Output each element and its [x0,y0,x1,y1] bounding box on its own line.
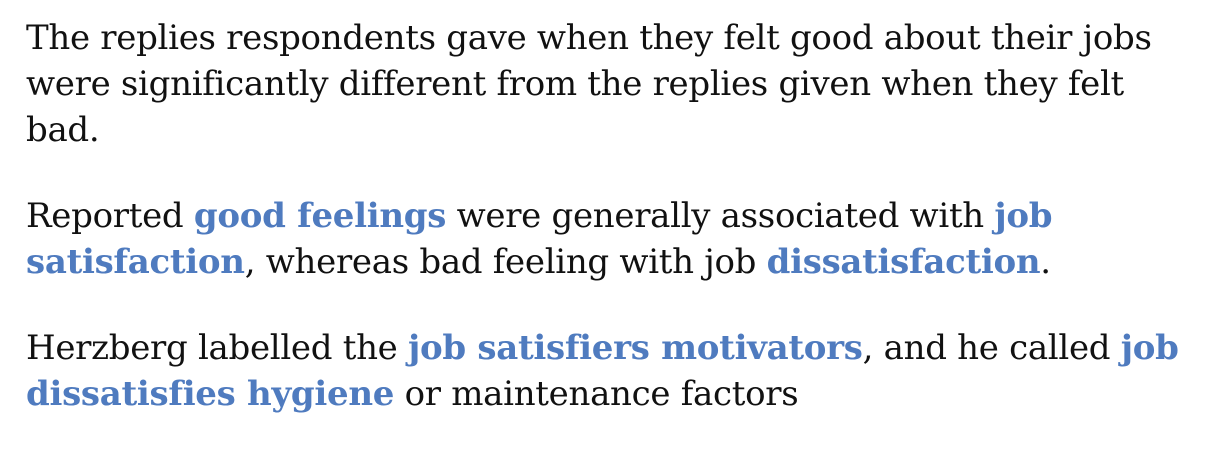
text-segment: The replies respondents gave when they f… [26,18,1152,150]
text-segment: . [1040,242,1051,282]
paragraph-2: Reported good feelings were generally as… [26,193,1206,285]
document-body: The replies respondents gave when they f… [26,15,1206,457]
text-segment: , whereas bad feeling with job [244,242,767,282]
highlighted-term: job dissatisfies hygiene [26,328,1179,414]
paragraph-1: The replies respondents gave when they f… [26,15,1206,153]
highlighted-term: dissatisfaction [766,242,1041,282]
text-segment: were generally associated with [446,196,995,236]
paragraph-3: Herzberg labelled the job satisfiers mot… [26,325,1206,417]
text-segment: , and he called [862,328,1121,368]
text-segment: Herzberg labelled the [26,328,409,368]
text-segment: or maintenance factors [394,374,799,414]
highlighted-term: job satisfaction [26,196,1053,282]
highlighted-term: good feelings [193,196,447,236]
text-segment: Reported [26,196,194,236]
highlighted-term: job satisfiers motivators [408,328,863,368]
